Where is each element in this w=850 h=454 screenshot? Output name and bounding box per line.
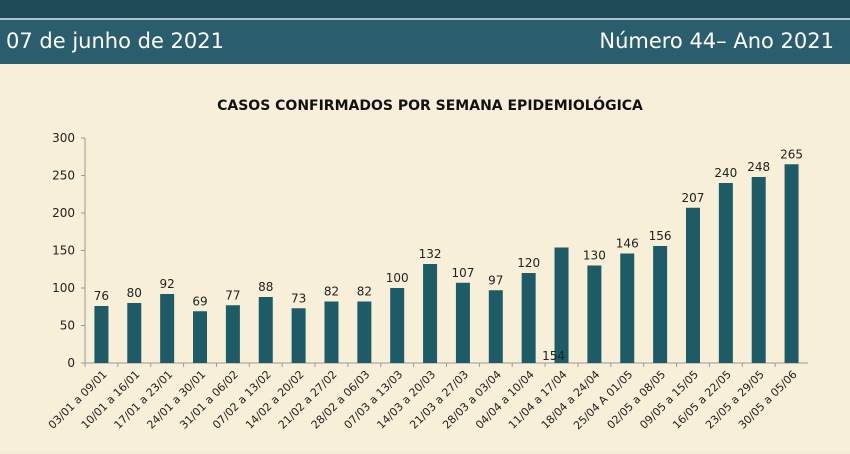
data-label: 154: [542, 349, 565, 363]
data-label: 107: [451, 266, 474, 280]
bar: [94, 306, 109, 363]
y-tick-label: 250: [52, 169, 75, 183]
bar: [620, 253, 635, 363]
data-label: 100: [386, 271, 409, 285]
bulletin-issue: Número 44– Ano 2021: [599, 29, 834, 53]
top-bar-divider: [0, 18, 850, 20]
chart-area: CASOS CONFIRMADOS POR SEMANA EPIDEMIOLÓG…: [0, 64, 850, 450]
y-tick-label: 200: [52, 206, 75, 220]
bar: [751, 177, 766, 363]
chart-title: CASOS CONFIRMADOS POR SEMANA EPIDEMIOLÓG…: [217, 96, 643, 114]
data-label: 248: [747, 160, 770, 174]
data-label: 240: [714, 166, 737, 180]
data-label: 82: [357, 285, 372, 299]
data-label: 146: [616, 237, 639, 251]
data-label: 156: [649, 229, 672, 243]
bar-chart: CASOS CONFIRMADOS POR SEMANA EPIDEMIOLÓG…: [46, 96, 808, 432]
bar: [390, 288, 405, 363]
y-tick-label: 0: [67, 356, 75, 370]
bar: [225, 305, 240, 363]
bar: [653, 246, 668, 363]
bar: [160, 294, 175, 363]
bar: [455, 282, 470, 363]
bar: [587, 265, 602, 363]
top-bar: [0, 0, 850, 18]
data-label: 97: [488, 273, 503, 287]
bar: [554, 247, 569, 363]
data-label: 120: [517, 256, 540, 270]
bar: [784, 164, 799, 363]
bulletin-date: 07 de junho de 2021: [6, 29, 224, 53]
bar: [718, 183, 733, 363]
bulletin-header: 07 de junho de 2021 Número 44– Ano 2021: [0, 20, 850, 64]
data-label: 80: [127, 286, 142, 300]
data-label: 76: [94, 289, 109, 303]
data-label: 73: [291, 291, 306, 305]
y-tick-label: 300: [52, 131, 75, 145]
bar: [291, 308, 306, 363]
bar: [258, 297, 273, 363]
bar: [127, 303, 142, 363]
y-tick-label: 150: [52, 244, 75, 258]
bar: [685, 207, 700, 363]
data-label: 77: [225, 288, 240, 302]
data-label: 265: [780, 147, 803, 161]
data-label: 132: [419, 247, 442, 261]
bar: [357, 301, 372, 363]
y-tick-label: 100: [52, 281, 75, 295]
bar: [193, 311, 208, 363]
y-tick-label: 50: [60, 319, 75, 333]
bar: [488, 290, 503, 363]
data-label: 130: [583, 249, 606, 263]
bar: [324, 301, 339, 363]
data-label: 88: [258, 280, 273, 294]
data-label: 92: [160, 277, 175, 291]
bar: [423, 264, 438, 363]
bar: [521, 273, 536, 363]
x-tick-label: 30/05 a 05/06: [736, 368, 800, 432]
data-label: 69: [192, 294, 207, 308]
data-label: 82: [324, 285, 339, 299]
data-label: 207: [682, 191, 705, 205]
